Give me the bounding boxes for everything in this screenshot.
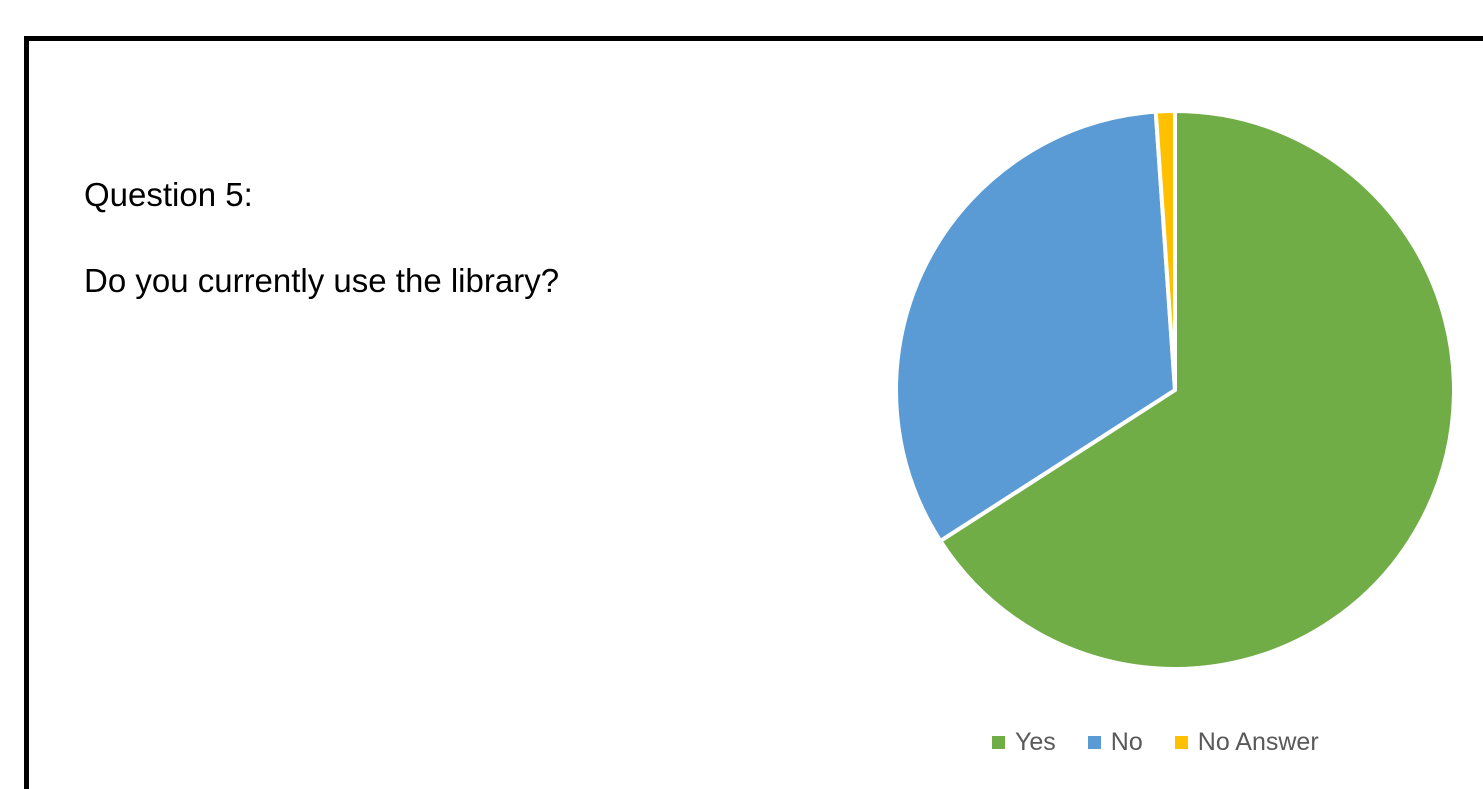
pie-slice-no-answer (1153, 109, 1177, 392)
legend-label-no: No (1110, 728, 1143, 756)
legend-swatch-yes (992, 736, 1005, 749)
question-number: Question 5: (84, 176, 253, 213)
pie-slice-yes (938, 109, 1456, 671)
pie-slice-no (894, 109, 1177, 543)
legend-item-no: No (1087, 728, 1143, 757)
chart-legend: Yes No No Answer (992, 728, 1319, 757)
legend-item-yes: Yes (992, 728, 1056, 757)
legend-item-no-answer: No Answer (1174, 728, 1319, 757)
pie-chart (894, 109, 1456, 671)
legend-label-yes: Yes (1015, 728, 1056, 756)
question-text: Do you currently use the library? (84, 262, 560, 299)
legend-swatch-no (1087, 736, 1101, 749)
legend-swatch-no-answer (1174, 736, 1188, 749)
legend-label-no-answer: No Answer (1197, 728, 1319, 756)
